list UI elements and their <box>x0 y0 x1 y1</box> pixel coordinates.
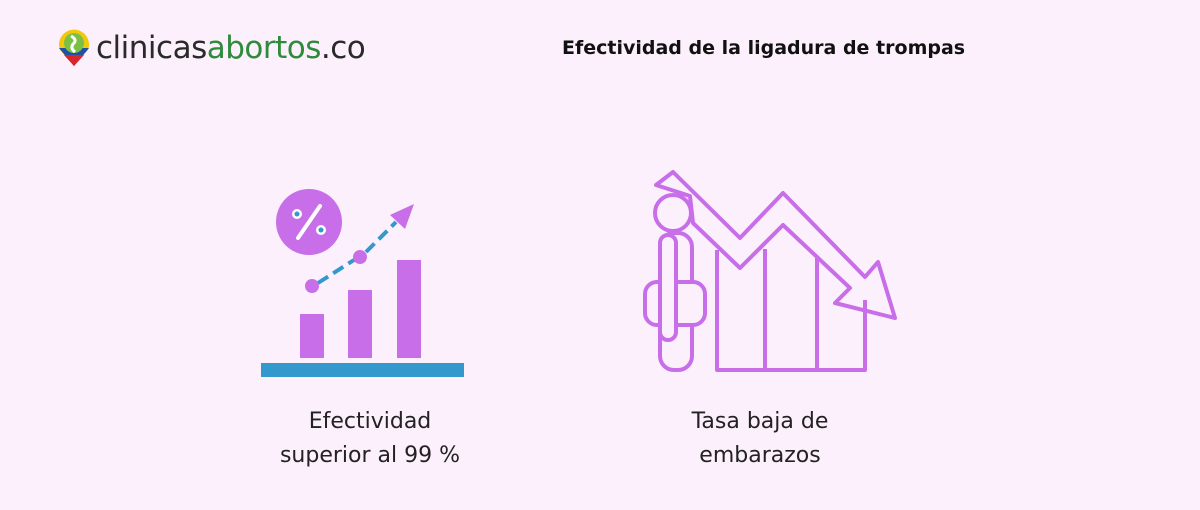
logo-part3: .co <box>320 29 366 66</box>
logo-text: clinicasabortos.co <box>96 29 366 66</box>
logo-part2: abortos <box>206 29 322 66</box>
caption-line2: embarazos <box>699 443 821 468</box>
caption-line1: Tasa baja de <box>691 409 829 434</box>
caption-line1: Efectividad <box>308 409 432 434</box>
logo-part1: clinicas <box>96 29 207 66</box>
caption-pregnancy-rate: Tasa baja de embarazos <box>610 405 910 473</box>
page-title: Efectividad de la ligadura de trompas <box>562 37 966 59</box>
caption-line2: superior al 99 % <box>279 443 461 468</box>
logo[interactable]: clinicasabortos.co <box>56 28 366 68</box>
caption-effectiveness: Efectividad superior al 99 % <box>220 405 520 473</box>
map-pin-logo-icon <box>59 29 89 66</box>
